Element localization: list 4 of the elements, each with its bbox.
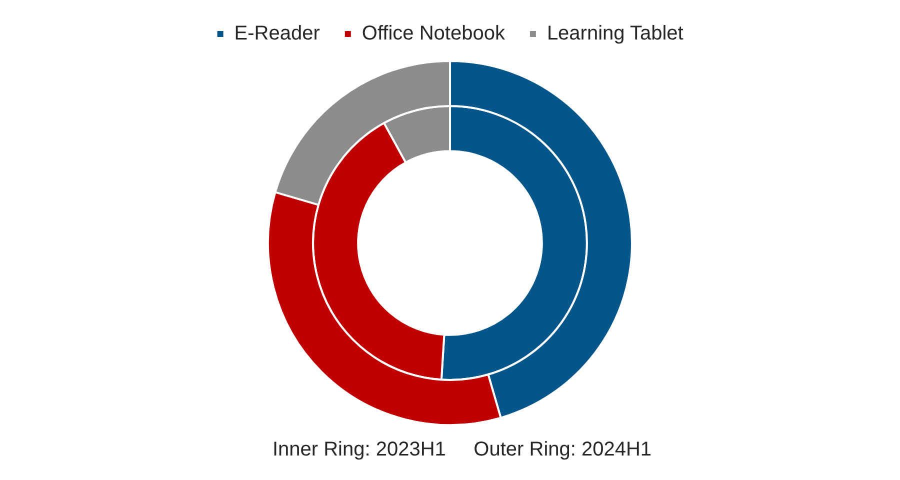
text: Inner Ring: 2023H1 Outer Ring: 2024H1 — [272, 438, 652, 461]
legend-label: Office Notebook — [362, 22, 506, 45]
legend-label: Learning Tablet — [546, 22, 684, 45]
legend-label: E-Reader — [234, 22, 320, 45]
